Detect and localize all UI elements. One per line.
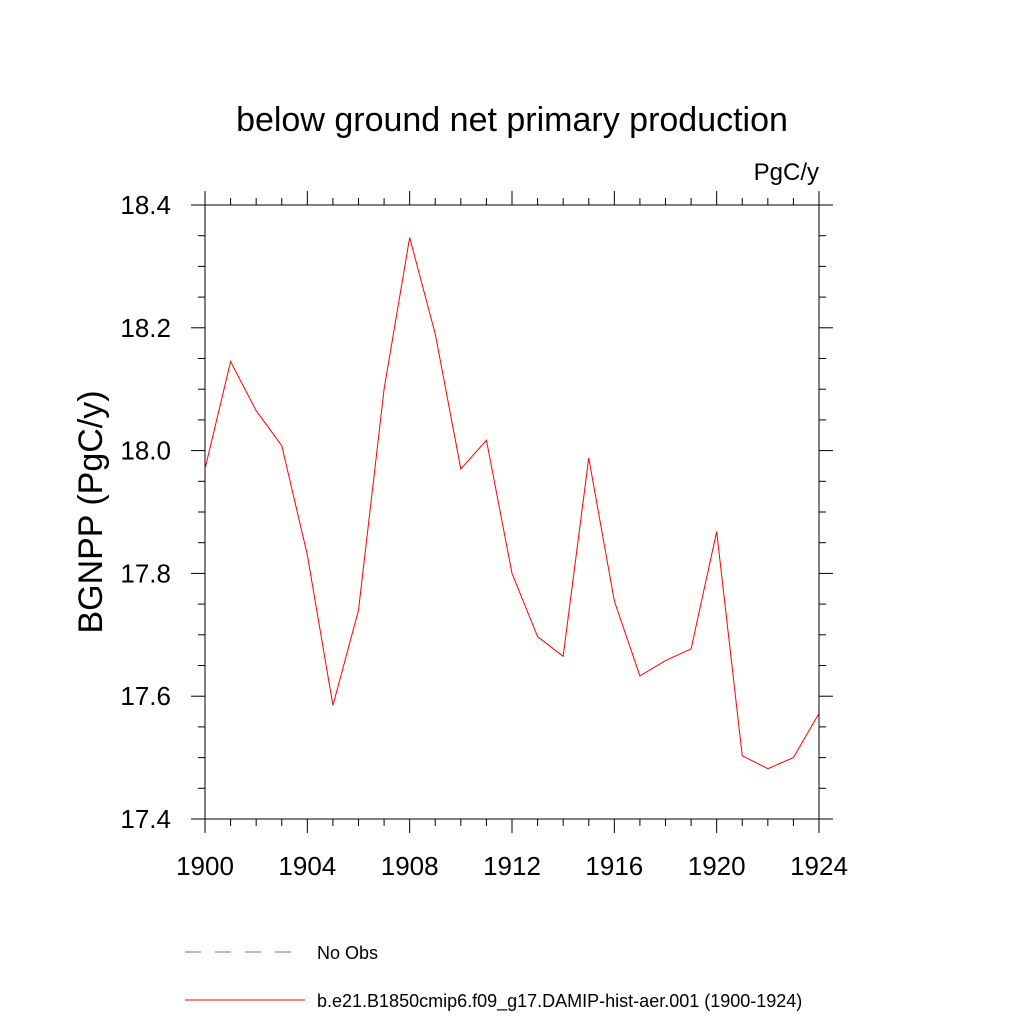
y-tick-label: 17.8	[120, 558, 171, 588]
x-tick-label: 1920	[688, 851, 746, 881]
y-axis-label: BGNPP (PgC/y)	[72, 390, 110, 633]
x-tick-label: 1912	[483, 851, 541, 881]
x-tick-label: 1916	[585, 851, 643, 881]
chart-title: below ground net primary production	[236, 101, 788, 139]
series-line	[204, 237, 820, 770]
legend-label: No Obs	[317, 943, 378, 963]
tick-labels: 1900 1904 1908 1912 1916 1920 1924 17.4 17.6 17.8…	[120, 190, 848, 881]
legend-label: b.e21.B1850cmip6.f09_g17.DAMIP-hist-aer.…	[317, 991, 802, 1012]
series-group	[204, 237, 820, 770]
axis-ticks	[191, 191, 833, 833]
y-tick-label: 18.4	[120, 190, 171, 220]
y-tick-label: 17.4	[120, 804, 171, 834]
y-tick-label: 18.2	[120, 313, 171, 343]
y-tick-label: 18.0	[120, 436, 171, 466]
x-tick-label: 1900	[176, 851, 234, 881]
plot-frame	[204, 204, 820, 820]
x-tick-label: 1924	[790, 851, 848, 881]
y-tick-label: 17.6	[120, 681, 171, 711]
units-label: PgC/y	[754, 159, 819, 186]
legend: No Obs b.e21.B1850cmip6.f09_g17.DAMIP-his…	[185, 943, 802, 1012]
x-tick-label: 1908	[381, 851, 439, 881]
x-tick-label: 1904	[278, 851, 336, 881]
